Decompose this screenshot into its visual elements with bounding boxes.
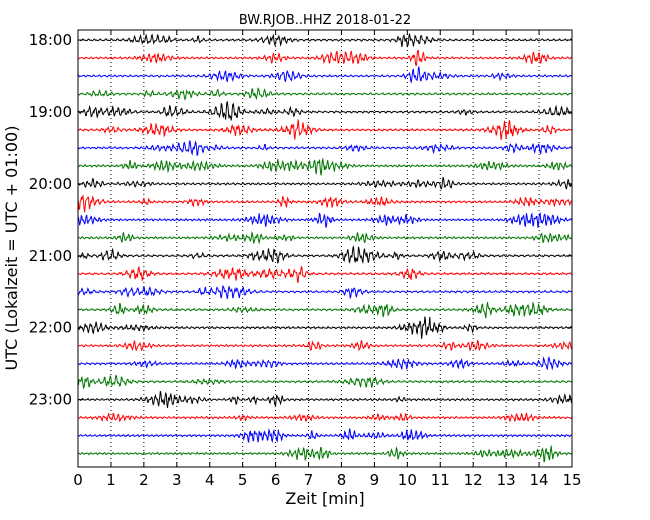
trace-1930 (77, 139, 573, 156)
x-tick-label: 12 (464, 471, 483, 489)
grid-lines (110, 30, 540, 467)
trace-2200 (77, 316, 573, 339)
trace-2115 (77, 265, 572, 283)
x-tick-label: 7 (304, 471, 314, 489)
trace-1815 (77, 49, 573, 67)
trace-2330 (77, 428, 573, 444)
plot-frame (77, 29, 573, 468)
trace-2145 (77, 301, 573, 319)
y-tick-label: 21:00 (29, 247, 72, 265)
trace-2100 (77, 245, 573, 265)
x-tick-label: 3 (172, 471, 182, 489)
x-tick-label: 10 (398, 471, 417, 489)
x-tick-label: 5 (238, 471, 248, 489)
trace-2015 (77, 194, 573, 213)
x-tick-label: 4 (205, 471, 215, 489)
trace-1915 (77, 119, 573, 141)
traces (77, 33, 573, 463)
x-axis-label: Zeit [min] (285, 489, 364, 508)
x-tick-label: 15 (562, 471, 581, 489)
x-tick-label: 6 (271, 471, 281, 489)
y-tick-label: 22:00 (29, 319, 72, 337)
trace-2315 (77, 411, 573, 423)
y-axis-label: UTC (Lokalzeit = UTC + 01:00) (2, 126, 21, 371)
x-tick-label: 2 (139, 471, 149, 489)
axis-ticks: 0 1 2 3 4 5 6 7 8 9 10 11 12 13 14 1518:0019:0020:0021:… (29, 30, 582, 489)
x-tick-label: 13 (497, 471, 516, 489)
trace-1945 (77, 158, 573, 176)
trace-1845 (77, 87, 573, 101)
x-tick-label: 14 (530, 471, 549, 489)
trace-2215 (77, 339, 573, 352)
trace-2000 (77, 176, 573, 190)
trace-1900 (77, 101, 573, 121)
x-tick-label: 1 (106, 471, 116, 489)
trace-1830 (77, 66, 573, 84)
x-tick-label: 8 (337, 471, 347, 489)
trace-2300 (77, 391, 573, 409)
y-tick-label: 20:00 (29, 175, 72, 193)
y-tick-label: 23:00 (29, 391, 72, 409)
trace-2130 (77, 284, 573, 300)
trace-2345 (77, 445, 573, 463)
trace-2230 (77, 355, 573, 371)
y-tick-label: 19:00 (29, 103, 72, 121)
trace-2245 (77, 374, 573, 390)
x-tick-label: 9 (370, 471, 380, 489)
y-tick-label: 18:00 (29, 31, 72, 49)
x-tick-label: 0 (73, 471, 83, 489)
trace-2030 (77, 211, 573, 228)
trace-1800 (77, 33, 573, 48)
x-tick-label: 11 (431, 471, 450, 489)
trace-2045 (77, 231, 573, 245)
chart-title: BW.RJOB..HHZ 2018-01-22 (239, 13, 411, 28)
